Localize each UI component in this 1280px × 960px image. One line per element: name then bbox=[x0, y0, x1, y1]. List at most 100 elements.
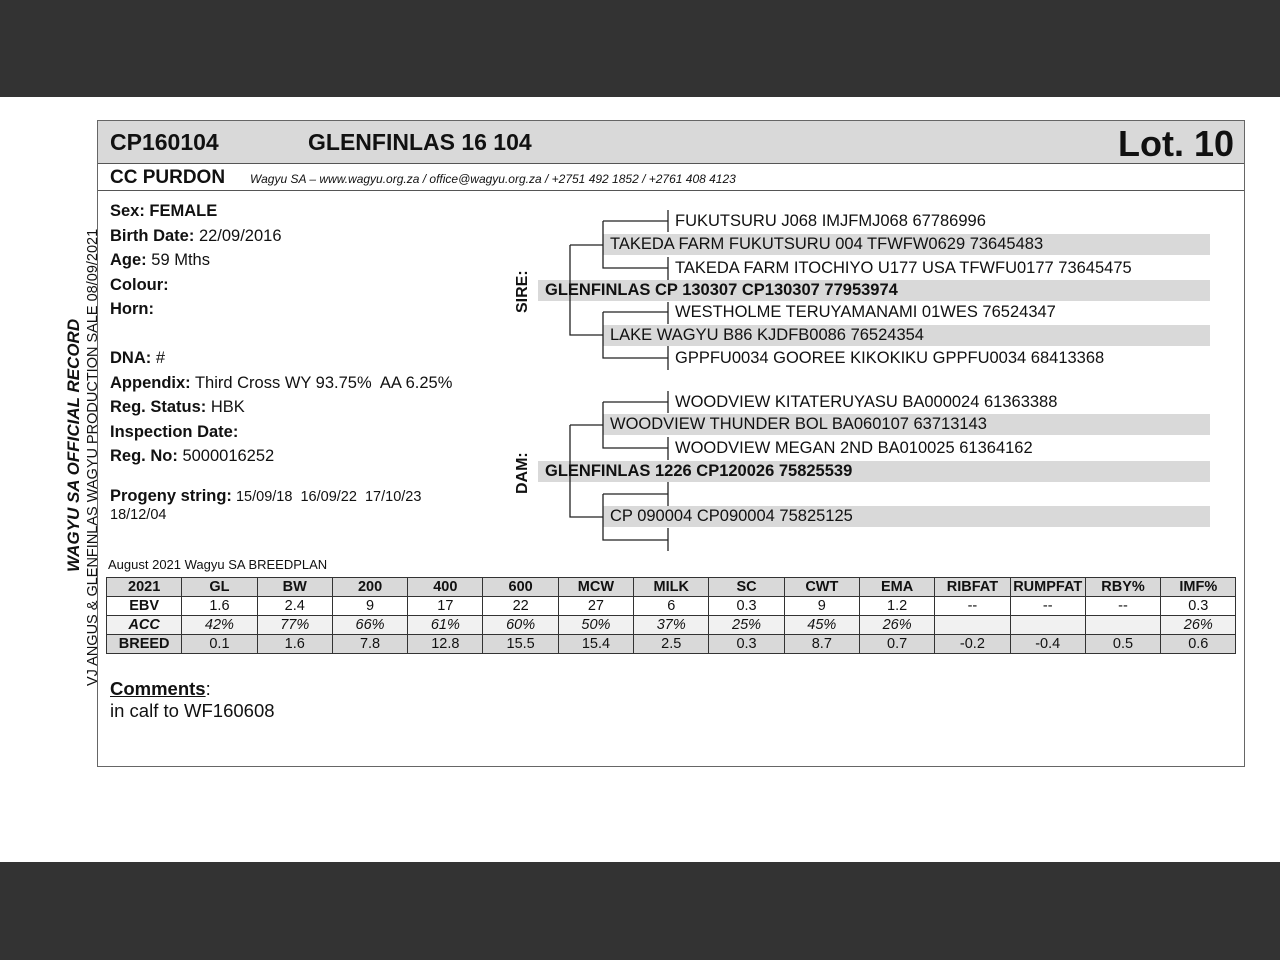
table-cell: 6 bbox=[633, 596, 710, 616]
ebv-row: EBV 1.6 2.4 9 17 22 27 6 0.3 9 1.2 -- -- -- 0.3 bbox=[105, 596, 1237, 616]
table-cell: 2.4 bbox=[256, 596, 333, 616]
info-colour: Colour: bbox=[110, 275, 169, 294]
table-cell: 42% bbox=[181, 615, 258, 635]
bottom-band bbox=[0, 862, 1280, 960]
animal-code: CP160104 bbox=[110, 129, 219, 155]
pedigree-dam: GLENFINLAS 1226 CP120026 75825539 bbox=[545, 462, 853, 480]
table-cell: 66% bbox=[331, 615, 409, 635]
table-cell: IMF% bbox=[1160, 577, 1237, 597]
table-cell: 2.5 bbox=[633, 634, 710, 654]
pedigree-sire-sire: TAKEDA FARM FUKUTSURU 004 TFWFW0629 7364… bbox=[610, 235, 1044, 253]
table-cell: 61% bbox=[407, 615, 484, 635]
table-cell: MILK bbox=[633, 577, 710, 597]
table-cell: -- bbox=[1084, 596, 1162, 616]
table-cell: 26% bbox=[1160, 615, 1237, 635]
pedigree-sire-sire-sire: FUKUTSURU J068 IMJFMJ068 67786996 bbox=[675, 212, 986, 230]
pedigree-sire: GLENFINLAS CP 130307 CP130307 77953974 bbox=[545, 281, 898, 299]
pedigree-dam-sire-sire: WOODVIEW KITATERUYASU BA000024 61363388 bbox=[675, 393, 1058, 411]
comments-text: in calf to WF160608 bbox=[110, 700, 275, 721]
table-cell: MCW bbox=[557, 577, 635, 597]
table-cell: 9 bbox=[783, 596, 860, 616]
table-cell: GL bbox=[181, 577, 258, 597]
animal-info: Sex: FEMALE Birth Date: 22/09/2016 Age: … bbox=[110, 199, 452, 469]
table-cell: 77% bbox=[256, 615, 333, 635]
table-cell: BW bbox=[256, 577, 333, 597]
pedigree-sire-dam: LAKE WAGYU B86 KJDFB0086 76524354 bbox=[610, 326, 924, 344]
row-label: BREED bbox=[105, 634, 183, 654]
table-cell: RBY% bbox=[1084, 577, 1162, 597]
row-label: EBV bbox=[105, 596, 183, 616]
table-cell: SC bbox=[708, 577, 785, 597]
info-reg-no: Reg. No: 5000016252 bbox=[110, 447, 275, 465]
table-cell: -0.2 bbox=[934, 634, 1011, 654]
table-cell: 45% bbox=[783, 615, 860, 635]
info-appendix: Appendix: Third Cross WY 93.75% AA 6.25% bbox=[110, 373, 453, 392]
table-cell bbox=[934, 615, 1011, 635]
pedigree-sire-sire-dam: TAKEDA FARM ITOCHIYO U177 USA TFWFU0177 … bbox=[675, 259, 1132, 277]
info-dna: DNA: # bbox=[110, 349, 166, 367]
pedigree-sire-dam-sire: WESTHOLME TERUYAMANAMI 01WES 76524347 bbox=[675, 303, 1056, 321]
table-cell: 1.2 bbox=[858, 596, 936, 616]
table-cell: 0.7 bbox=[858, 634, 936, 654]
header-row: 2021 GL BW 200 400 600 MCW MILK SC CWT EMA RIBFAT RU… bbox=[105, 577, 1237, 597]
table-cell: -- bbox=[934, 596, 1011, 616]
pedigree-dam-sire-dam: WOODVIEW MEGAN 2ND BA010025 61364162 bbox=[675, 439, 1033, 457]
table-cell: 1.6 bbox=[256, 634, 333, 654]
table-cell bbox=[1084, 615, 1162, 635]
table-cell: 0.3 bbox=[708, 596, 785, 616]
table-cell: 60% bbox=[482, 615, 559, 635]
table-cell: 200 bbox=[331, 577, 409, 597]
table-cell: 15.5 bbox=[482, 634, 559, 654]
pedigree-dam-dam: CP 090004 CP090004 75825125 bbox=[610, 507, 853, 525]
table-cell: 12.8 bbox=[407, 634, 484, 654]
table-cell: 1.6 bbox=[181, 596, 258, 616]
animal-name: GLENFINLAS 16 104 bbox=[308, 129, 532, 155]
info-birth-date: Birth Date: 22/09/2016 bbox=[110, 226, 282, 245]
animal-record-card: CP160104 GLENFINLAS 16 104 Lot. 10 CC PU… bbox=[97, 120, 1245, 767]
table-cell: 37% bbox=[633, 615, 710, 635]
info-sex: Sex: FEMALE bbox=[110, 202, 218, 220]
table-cell: 22 bbox=[482, 596, 559, 616]
table-cell: 0.1 bbox=[181, 634, 258, 654]
row-label: 2021 bbox=[105, 577, 183, 597]
table-cell: 25% bbox=[708, 615, 785, 635]
title-bar: CP160104 GLENFINLAS 16 104 Lot. 10 bbox=[98, 121, 1244, 164]
progeny-string: Progeny string: 15/09/18 16/09/22 17/10/… bbox=[110, 487, 422, 523]
table-cell: 0.6 bbox=[1160, 634, 1237, 654]
table-cell: 7.8 bbox=[331, 634, 409, 654]
table-cell: 26% bbox=[858, 615, 936, 635]
table-cell: 50% bbox=[557, 615, 635, 635]
table-cell: RUMPFAT bbox=[1009, 577, 1086, 597]
row-label: ACC bbox=[105, 615, 183, 635]
table-cell bbox=[1009, 615, 1086, 635]
table-cell: 8.7 bbox=[783, 634, 860, 654]
info-inspection-date: Inspection Date: bbox=[110, 422, 239, 441]
lot-number: Lot. 10 bbox=[1117, 123, 1234, 164]
comments-section: Comments: in calf to WF160608 bbox=[110, 678, 275, 721]
info-horn: Horn: bbox=[110, 300, 154, 318]
table-cell: -0.4 bbox=[1009, 634, 1086, 654]
table-cell: CWT bbox=[783, 577, 860, 597]
table-cell: RIBFAT bbox=[934, 577, 1011, 597]
breeder-bar: CC PURDON Wagyu SA – www.wagyu.org.za / … bbox=[98, 164, 1244, 191]
pedigree-sire-dam-dam: GPPFU0034 GOOREE KIKOKIKU GPPFU0034 6841… bbox=[675, 349, 1105, 367]
table-cell: 17 bbox=[407, 596, 484, 616]
breedplan-title: August 2021 Wagyu SA BREEDPLAN bbox=[108, 557, 328, 572]
info-age: Age: 59 Mths bbox=[110, 251, 210, 269]
top-band bbox=[0, 0, 1280, 97]
acc-row: ACC 42% 77% 66% 61% 60% 50% 37% 25% 45% 26% 26% bbox=[105, 615, 1237, 635]
info-reg-status: Reg. Status: HBK bbox=[110, 398, 245, 416]
comments-label: Comments bbox=[110, 678, 206, 699]
contact-info: Wagyu SA – www.wagyu.org.za / office@wag… bbox=[250, 172, 736, 186]
table-cell: 0.3 bbox=[1160, 596, 1237, 616]
pedigree-dam-sire: WOODVIEW THUNDER BOL BA060107 63713143 bbox=[610, 415, 987, 433]
table-cell: 600 bbox=[482, 577, 559, 597]
breeder-name: CC PURDON bbox=[110, 167, 226, 188]
breedplan-table: 2021 GL BW 200 400 600 MCW MILK SC CWT EMA RIBFAT RU… bbox=[105, 577, 1237, 654]
table-cell: 0.3 bbox=[708, 634, 785, 654]
table-cell: 15.4 bbox=[557, 634, 635, 654]
table-cell: 400 bbox=[407, 577, 484, 597]
table-cell: 9 bbox=[331, 596, 409, 616]
table-cell: -- bbox=[1009, 596, 1086, 616]
